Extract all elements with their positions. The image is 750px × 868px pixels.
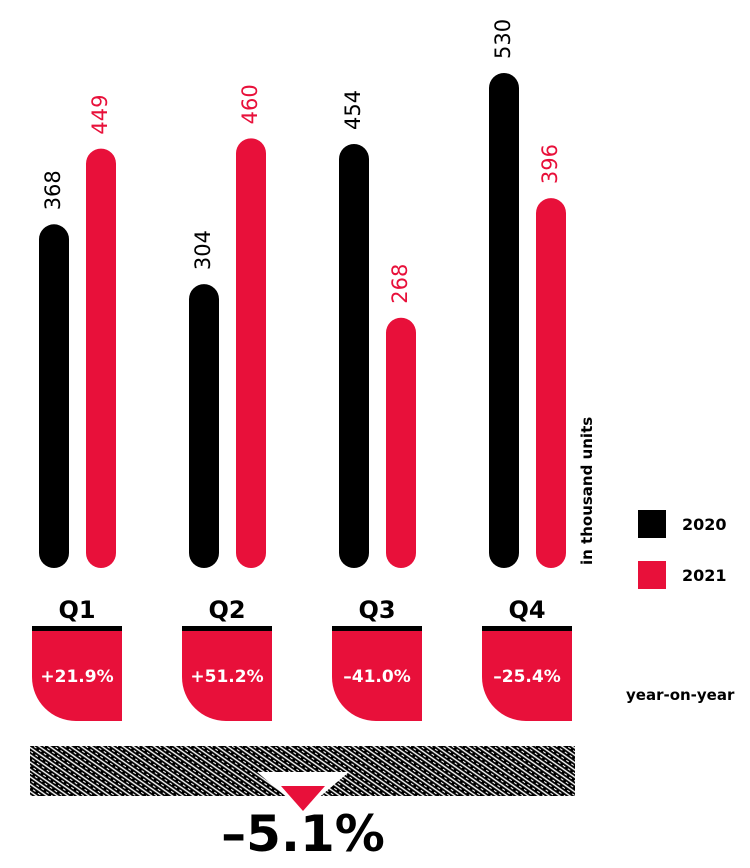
legend-label-2021: 2021	[682, 566, 727, 585]
quarter-rule-q3	[332, 626, 422, 631]
bar-q1-2021	[86, 148, 116, 568]
quarter-label-q4: Q4	[508, 596, 545, 624]
value-labels: 368 449 304 460 454 268 530 396	[41, 19, 562, 304]
legend-swatch-2021	[638, 561, 666, 589]
value-label-q4-2021: 396	[538, 144, 562, 184]
quarter-label-q1: Q1	[58, 596, 95, 624]
quarter-axis: Q1 Q2 Q3 Q4	[32, 596, 572, 631]
yoy-badge-q4	[482, 631, 572, 721]
value-label-q1-2021: 449	[88, 95, 112, 135]
yoy-badge-q1	[32, 631, 122, 721]
bar-q2-2020	[189, 284, 219, 568]
yoy-badge-q3	[332, 631, 422, 721]
yoy-label: year-on-year	[626, 686, 735, 704]
bar-q4-2020	[489, 73, 519, 568]
value-label-q4-2020: 530	[491, 19, 515, 59]
bars-layer	[39, 73, 566, 568]
yoy-change-q1: +21.9%	[40, 667, 113, 687]
value-label-q3-2021: 268	[388, 264, 412, 304]
bar-q3-2021	[386, 317, 416, 568]
total-change-value: –5.1%	[221, 805, 385, 863]
legend-swatch-2020	[638, 510, 666, 538]
quarter-rule-q2	[182, 626, 272, 631]
quarter-rule-q1	[32, 626, 122, 631]
quarter-rule-q4	[482, 626, 572, 631]
yoy-change-q2: +51.2%	[190, 667, 263, 687]
bar-q2-2021	[236, 138, 266, 568]
quarter-label-q2: Q2	[208, 596, 245, 624]
value-label-q3-2020: 454	[341, 90, 365, 130]
yoy-change-badges: +21.9% +51.2% –41.0% –25.4%	[32, 631, 572, 721]
value-label-q1-2020: 368	[41, 170, 65, 210]
bar-q4-2021	[536, 198, 566, 568]
value-label-q2-2020: 304	[191, 230, 215, 270]
value-label-q2-2021: 460	[238, 84, 262, 124]
total-change-marker-fill	[281, 786, 325, 811]
yoy-badge-q2	[182, 631, 272, 721]
legend-label-2020: 2020	[682, 515, 727, 534]
legend: 2020 2021	[638, 510, 727, 589]
y-axis-label: in thousand units	[578, 417, 596, 565]
yoy-change-q4: –25.4%	[493, 667, 560, 687]
bar-q1-2020	[39, 224, 69, 568]
bar-q3-2020	[339, 143, 369, 568]
yoy-change-q3: –41.0%	[343, 667, 410, 687]
quarter-label-q3: Q3	[358, 596, 395, 624]
